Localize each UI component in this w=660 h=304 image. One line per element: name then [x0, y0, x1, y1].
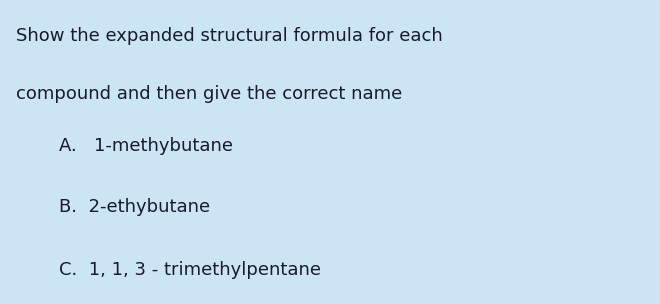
Text: C.  1, 1, 3 - trimethylpentane: C. 1, 1, 3 - trimethylpentane — [59, 261, 321, 279]
Text: compound and then give the correct name: compound and then give the correct name — [16, 85, 403, 103]
Text: Show the expanded structural formula for each: Show the expanded structural formula for… — [16, 27, 444, 45]
Text: B.  2-ethybutane: B. 2-ethybutane — [59, 198, 211, 216]
Text: A.   1-methybutane: A. 1-methybutane — [59, 137, 234, 155]
